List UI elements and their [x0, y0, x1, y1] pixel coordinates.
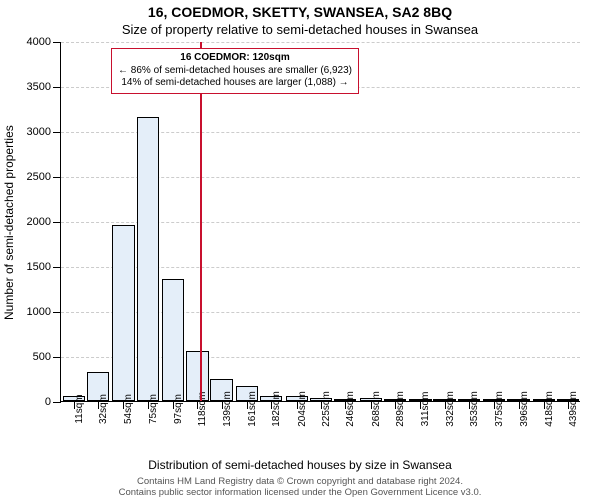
x-tick-label: 268sqm [371, 391, 382, 427]
grid-line [61, 42, 580, 43]
x-tick-label: 418sqm [544, 391, 555, 427]
x-tick-label: 246sqm [345, 391, 356, 427]
annotation-smaller-text: ← 86% of semi-detached houses are smalle… [118, 65, 352, 78]
y-tick-label: 3500 [27, 81, 51, 93]
title-sub: Size of property relative to semi-detach… [0, 22, 600, 37]
x-tick-label: 439sqm [568, 391, 579, 427]
footer: Contains HM Land Registry data © Crown c… [0, 477, 600, 498]
y-tick [53, 87, 61, 88]
histogram-bar [137, 117, 159, 401]
title-main: 16, COEDMOR, SKETTY, SWANSEA, SA2 8BQ [0, 4, 600, 20]
x-tick-label: 161sqm [247, 391, 258, 427]
y-tick-label: 1000 [27, 306, 51, 318]
x-tick-label: 139sqm [222, 391, 233, 427]
y-tick [53, 222, 61, 223]
x-tick-label: 97sqm [173, 394, 184, 424]
annotation-title: 16 COEDMOR: 120sqm [118, 52, 352, 65]
y-tick [53, 357, 61, 358]
annotation-larger-text: 14% of semi-detached houses are larger (… [118, 77, 352, 90]
histogram-bar [162, 279, 184, 401]
x-tick-label: 182sqm [271, 391, 282, 427]
x-tick-label: 289sqm [395, 391, 406, 427]
x-tick-label: 11sqm [74, 394, 85, 423]
y-tick-label: 500 [33, 351, 51, 363]
x-tick-label: 396sqm [519, 391, 530, 427]
x-axis-label: Distribution of semi-detached houses by … [0, 458, 600, 472]
footer-line2: Contains public sector information licen… [0, 488, 600, 498]
plot-area: 0500100015002000250030003500400011sqm32s… [60, 42, 580, 402]
y-tick-label: 4000 [27, 36, 51, 48]
histogram-bar [112, 225, 134, 401]
x-tick-label: 375sqm [494, 391, 505, 427]
y-tick [53, 267, 61, 268]
y-tick-label: 2500 [27, 171, 51, 183]
footer-line1: Contains HM Land Registry data © Crown c… [0, 477, 600, 487]
x-tick-label: 332sqm [445, 391, 456, 427]
x-tick-label: 54sqm [123, 394, 134, 424]
x-tick-label: 225sqm [321, 391, 332, 427]
y-tick [53, 312, 61, 313]
y-tick [53, 177, 61, 178]
y-tick-label: 1500 [27, 261, 51, 273]
y-tick [53, 42, 61, 43]
y-tick-label: 2000 [27, 216, 51, 228]
x-tick-label: 204sqm [297, 391, 308, 427]
y-axis-label: Number of semi-detached properties [2, 125, 16, 320]
y-tick-label: 3000 [27, 126, 51, 138]
y-tick [53, 132, 61, 133]
chart-container: 16, COEDMOR, SKETTY, SWANSEA, SA2 8BQ Si… [0, 0, 600, 500]
y-tick [53, 402, 61, 403]
annotation-box: 16 COEDMOR: 120sqm ← 86% of semi-detache… [111, 48, 359, 94]
reference-line [200, 42, 202, 401]
x-tick-label: 353sqm [469, 391, 480, 427]
x-tick-label: 75sqm [148, 394, 159, 424]
x-tick-label: 311sqm [420, 392, 431, 427]
x-tick-label: 32sqm [98, 394, 109, 424]
y-tick-label: 0 [45, 396, 51, 408]
